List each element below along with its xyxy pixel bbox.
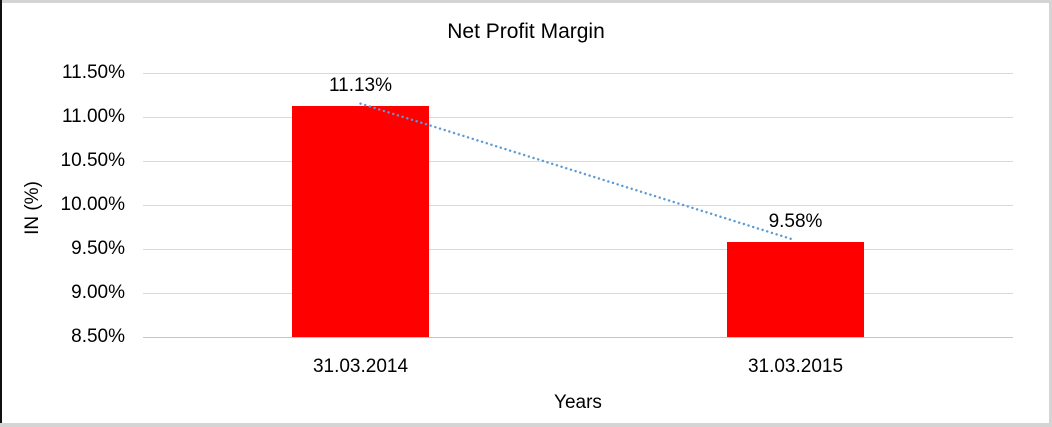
y-tick-label: 11.50% bbox=[61, 62, 125, 83]
y-tick-label: 10.00% bbox=[60, 194, 125, 215]
y-tick-label: 9.00% bbox=[71, 282, 125, 303]
y-tick-label: 11.00% bbox=[61, 106, 125, 127]
frame-border-left bbox=[0, 0, 2, 423]
y-tick-label: 8.50% bbox=[71, 326, 125, 347]
y-tick-label: 9.50% bbox=[71, 238, 125, 259]
gridline bbox=[143, 337, 1013, 338]
bar-data-label: 11.13% bbox=[328, 74, 393, 96]
gridline bbox=[143, 73, 1013, 74]
gridline bbox=[143, 249, 1013, 250]
x-tick-label: 31.03.2015 bbox=[747, 356, 844, 377]
gridline bbox=[143, 161, 1013, 162]
bar bbox=[292, 105, 429, 337]
x-tick-label: 31.03.2014 bbox=[312, 356, 409, 377]
gridline bbox=[143, 117, 1013, 118]
frame-border-right bbox=[1049, 0, 1052, 427]
frame-border-bottom bbox=[0, 423, 1052, 427]
y-tick-label: 10.50% bbox=[60, 150, 125, 171]
frame-border-top bbox=[0, 0, 1052, 3]
bar bbox=[727, 242, 864, 337]
x-axis-title: Years bbox=[554, 392, 602, 413]
bar-data-label: 9.58% bbox=[768, 211, 823, 232]
gridline bbox=[143, 293, 1013, 294]
gridline bbox=[143, 205, 1013, 206]
chart-title: Net Profit Margin bbox=[447, 20, 605, 43]
